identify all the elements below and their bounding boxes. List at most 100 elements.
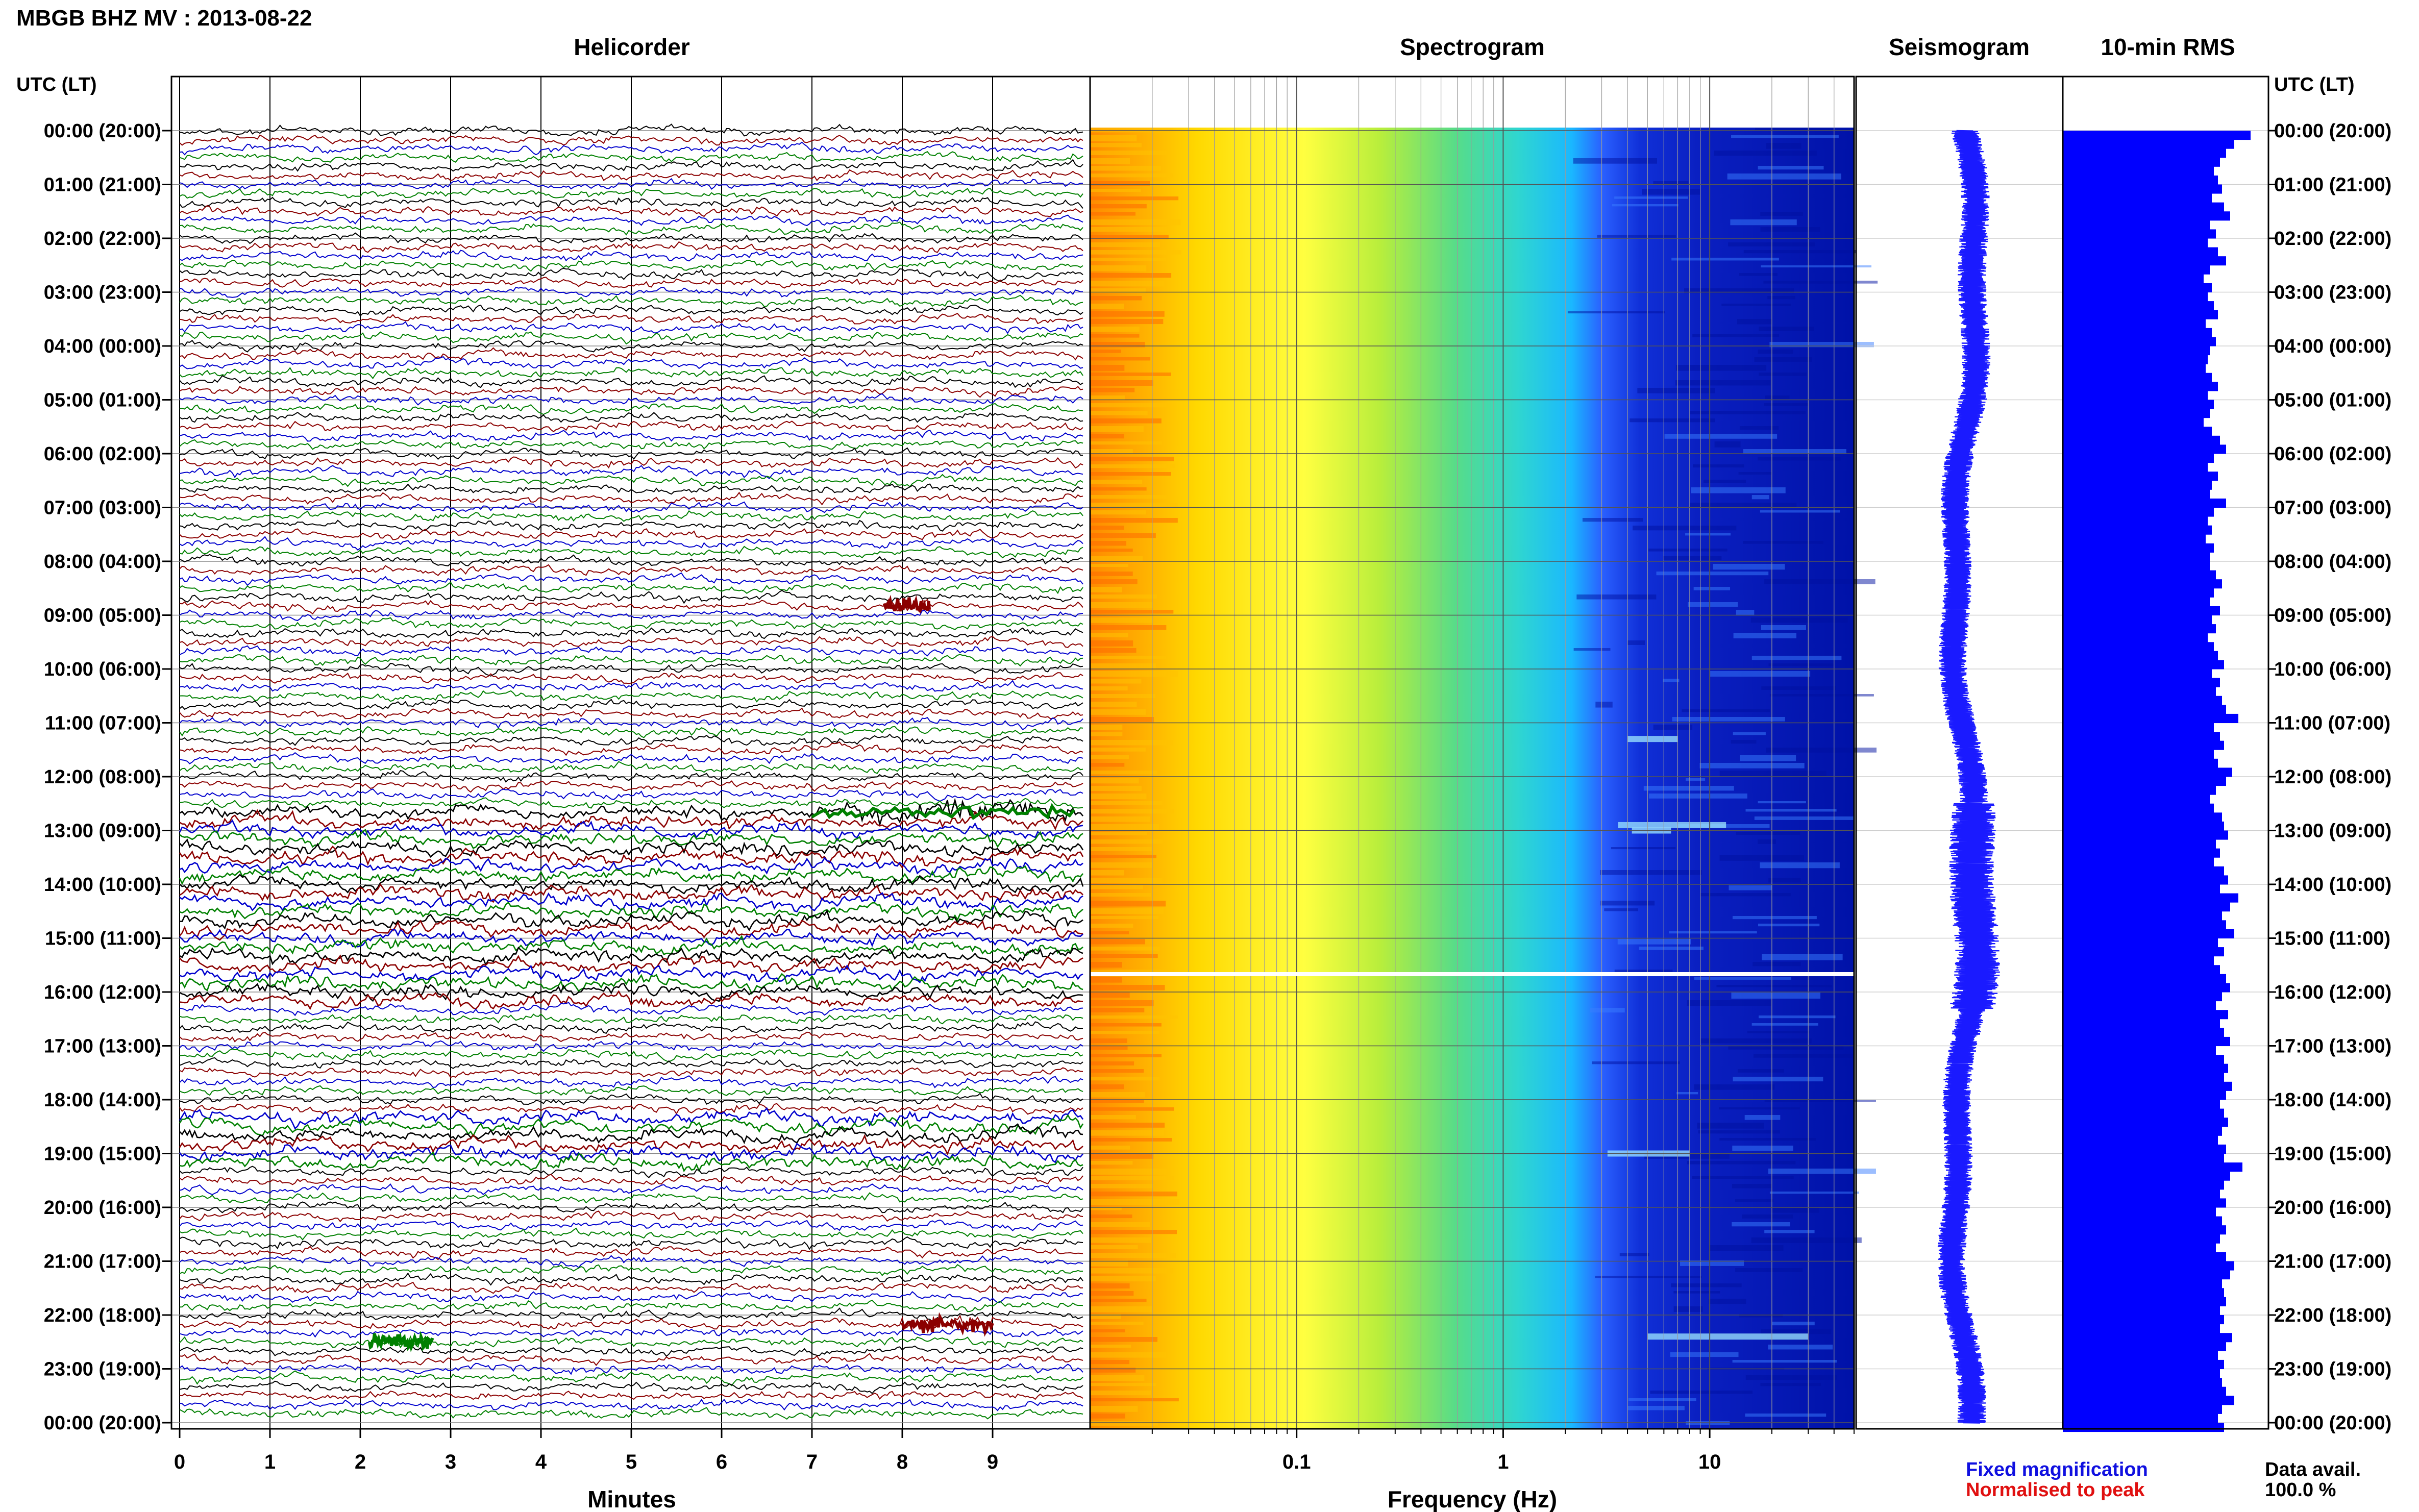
spectrogram-stripe xyxy=(1709,671,1811,677)
spectrogram-stripe xyxy=(1768,1345,1833,1350)
rms-bar xyxy=(2063,1063,2228,1073)
time-tick-right: 22:00 (18:00) xyxy=(2274,1305,2391,1326)
rms-bar xyxy=(2063,417,2204,427)
spectrogram-stripe xyxy=(1090,434,1124,439)
spectrogram-stripe xyxy=(1090,679,1142,684)
spectrogram-stripe xyxy=(1090,1260,1128,1267)
spectrogram-stripe xyxy=(1090,334,1140,338)
spectrogram-stripe xyxy=(1090,1337,1157,1342)
spectrogram-stripe xyxy=(1090,1161,1133,1165)
spectrogram-stripe xyxy=(1759,1015,1836,1019)
rms-bar xyxy=(2063,355,2208,364)
rms-bar xyxy=(2063,1324,2220,1333)
spectrogram-stripe xyxy=(1731,740,1757,744)
rms-bar xyxy=(2063,1010,2228,1020)
helicorder-trace-line xyxy=(179,874,1084,895)
spectrogram-stripe xyxy=(1090,1184,1153,1188)
spectrogram-stripe xyxy=(1090,219,1181,226)
helicorder-trace-line xyxy=(179,1151,1083,1173)
time-tick-left: 21:00 (17:00) xyxy=(44,1251,161,1273)
spectrogram-stripe xyxy=(1090,265,1147,271)
helicorder-trace-line xyxy=(179,447,1083,460)
rms-bar xyxy=(2063,283,2212,292)
rms-bar xyxy=(2063,1189,2220,1199)
spectrogram-stripe xyxy=(1090,189,1141,192)
spectrogram-stripe xyxy=(1090,1046,1128,1050)
spectrogram-stripe xyxy=(1090,250,1181,255)
rms-bar xyxy=(2063,1270,2230,1280)
helicorder-trace-line xyxy=(179,123,1083,137)
spectrogram-stripe xyxy=(1090,1398,1179,1402)
rms-bar xyxy=(2063,1342,2226,1351)
rms-bar xyxy=(2063,1423,2224,1432)
helicorder-trace-line xyxy=(179,699,1083,711)
helicorder-trace-line xyxy=(179,159,1083,172)
spectrogram-stripe xyxy=(1703,480,1746,483)
helicorder-trace-line xyxy=(179,1380,1083,1395)
spectrogram-stripe xyxy=(1090,671,1178,677)
spectrogram-xlabel: Frequency (Hz) xyxy=(1388,1486,1557,1512)
spectrogram-stripe xyxy=(1732,1222,1790,1227)
spectrogram-stripe xyxy=(1090,472,1171,476)
spectrogram-stripe xyxy=(1090,1107,1174,1111)
spectrogram-stripe xyxy=(1731,993,1821,999)
rms-bar xyxy=(2063,777,2226,786)
spectrogram-stripe xyxy=(1759,373,1807,376)
helicorder-trace-line xyxy=(179,983,1083,1002)
helicorder-trace-line xyxy=(179,411,1083,423)
helicorder-trace-line xyxy=(179,554,1083,567)
spectrogram-stripe xyxy=(1090,173,1173,178)
rms-bar xyxy=(2063,974,2226,983)
rms-bar xyxy=(2063,956,2214,965)
helicorder-trace-line xyxy=(179,339,1083,353)
helicorder-trace-line xyxy=(179,1031,1083,1043)
rms-bar xyxy=(2063,265,2210,275)
spectrogram-stripe xyxy=(1714,151,1817,156)
rms-bar xyxy=(2063,1100,2220,1109)
spectrogram-stripe xyxy=(1090,1314,1121,1319)
helicorder-trace-line xyxy=(179,1048,1083,1063)
rms-bar xyxy=(2063,1090,2226,1100)
spectrogram-stripe xyxy=(1090,617,1153,623)
spectrogram-stripe xyxy=(1764,579,1875,584)
helicorder-trace-line xyxy=(179,726,1083,738)
rms-bar xyxy=(2063,965,2220,975)
spectrogram-stripe xyxy=(1090,786,1142,791)
spectrogram-stripe xyxy=(1663,679,1680,682)
legend-fixed-magnification: Fixed magnification xyxy=(1966,1459,2148,1480)
time-tick-right: 00:00 (20:00) xyxy=(2274,120,2391,142)
spectrogram-stripe xyxy=(1732,1360,1837,1363)
rms-bar xyxy=(2063,1261,2234,1271)
spectrogram-stripe xyxy=(1653,725,1693,730)
time-tick-right: 21:00 (17:00) xyxy=(2274,1251,2391,1273)
spectrogram-stripe xyxy=(1648,549,1727,552)
helicorder-trace-line xyxy=(179,1398,1083,1411)
helicorder-trace-line xyxy=(179,260,1083,272)
spectrogram-stripe xyxy=(1090,709,1146,715)
spectrogram-stripe xyxy=(1676,1092,1698,1095)
helicorder-trace-line xyxy=(179,973,1083,995)
spectrogram-stripe xyxy=(1090,916,1159,920)
spectrogram-stripes xyxy=(1090,128,1878,1427)
helicorder-trace-line xyxy=(179,733,1083,746)
spectrogram-stripe xyxy=(1768,1169,1876,1174)
spectrogram-stripe xyxy=(1760,1383,1821,1386)
helicorder-trace-line xyxy=(179,761,1083,774)
rms-title: 10-min RMS xyxy=(2101,34,2235,60)
spectrogram-stripe xyxy=(1760,212,1803,216)
helicorder-event xyxy=(811,803,1075,821)
rms-bar xyxy=(2063,902,2230,912)
helicorder-trace-line xyxy=(179,1067,1083,1078)
spectrogram-stripe xyxy=(1760,227,1820,232)
rms-bar xyxy=(2063,534,2206,544)
helicorder-trace-line xyxy=(179,528,1083,540)
spectrogram-stripe xyxy=(1732,1184,1772,1188)
spectrogram-stripe xyxy=(1090,1123,1165,1128)
spectrogram-stripe xyxy=(1090,1000,1154,1006)
minute-tick-label: 8 xyxy=(897,1451,908,1473)
spectrogram-stripe xyxy=(1595,1276,1702,1278)
spectrogram-stripe xyxy=(1090,993,1130,998)
helicorder-trace-line xyxy=(179,1335,1083,1349)
spectrogram-stripe xyxy=(1090,725,1123,730)
helicorder-trace-line xyxy=(179,1300,1083,1313)
